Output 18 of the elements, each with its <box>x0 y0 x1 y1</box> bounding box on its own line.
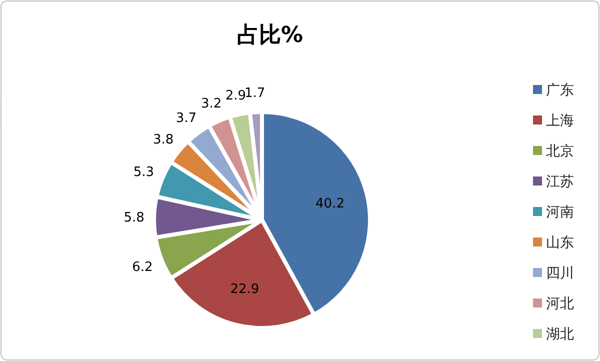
legend-label: 河北 <box>546 296 574 312</box>
data-label: 1.7 <box>244 86 266 102</box>
legend-label: 四川 <box>546 266 574 282</box>
legend-label: 湖北 <box>546 326 574 342</box>
data-label: 3.2 <box>200 96 222 112</box>
legend-label: 河南 <box>546 204 574 220</box>
legend-label: 山东 <box>546 235 574 251</box>
data-label: 22.9 <box>230 282 260 298</box>
data-label: 40.2 <box>316 196 344 212</box>
data-label: 3.8 <box>153 132 174 148</box>
data-label: 5.3 <box>133 165 154 180</box>
legend-label: 上海 <box>546 113 574 129</box>
chart-title: 占比% <box>236 23 304 48</box>
legend-label: 广东 <box>546 82 574 98</box>
data-label: 6.2 <box>132 260 153 275</box>
data-label: 3.7 <box>176 110 197 126</box>
legend-label: 北京 <box>546 144 574 160</box>
legend-label: 江苏 <box>546 174 574 190</box>
